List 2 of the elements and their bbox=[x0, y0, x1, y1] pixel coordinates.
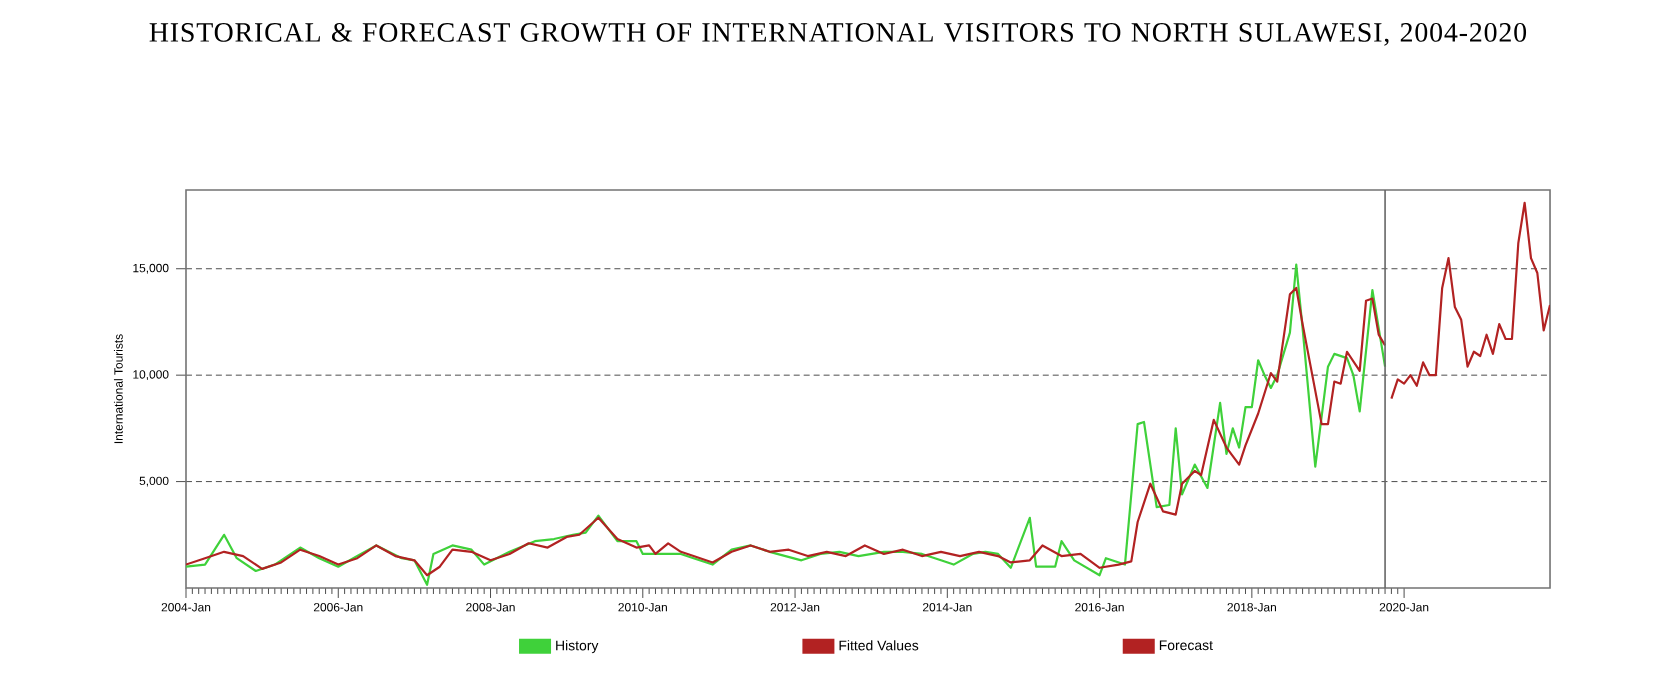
line-series bbox=[1390, 201, 1551, 400]
chart-title: HISTORICAL & FORECAST GROWTH OF INTERNATIONAL VISITORS TO NORTH SULAWESI, 2004-2020 bbox=[149, 23, 1527, 46]
